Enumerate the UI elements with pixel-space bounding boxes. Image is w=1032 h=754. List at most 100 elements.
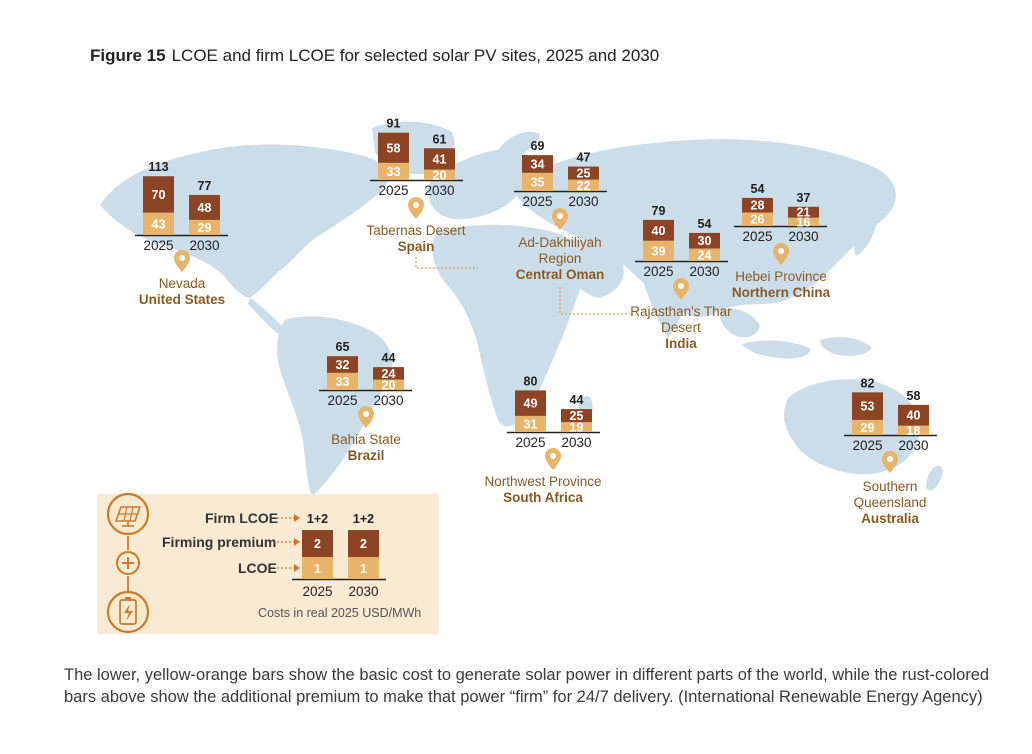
premium-value: 32 <box>336 358 350 372</box>
premium-bar <box>643 219 674 241</box>
firm-lcoe-value: 113 <box>148 160 168 174</box>
site-country: Australia <box>861 511 919 526</box>
lcoe-value: 26 <box>751 213 765 227</box>
legend-lcoe-text: 1 <box>360 562 367 576</box>
premium-bar <box>515 390 546 416</box>
legend-units-note: Costs in real 2025 USD/MWh <box>258 606 422 620</box>
lcoe-bar <box>424 169 455 180</box>
premium-value: 25 <box>570 409 584 423</box>
site-label-china: Hebei Province Northern China <box>711 269 851 301</box>
lcoe-bar <box>515 415 546 432</box>
year-label: 2025 <box>643 264 673 279</box>
lcoe-value: 29 <box>198 221 212 235</box>
lcoe-value: 16 <box>797 215 811 229</box>
site-place: Southern Queensland <box>853 479 927 510</box>
premium-value: 41 <box>433 152 447 166</box>
premium-bar <box>143 176 174 213</box>
legend-year-label: 2030 <box>348 584 378 599</box>
lcoe-value: 20 <box>382 378 396 392</box>
year-label: 2025 <box>378 183 408 198</box>
site-label-india: Rajasthan's Thar Desert India <box>611 304 751 352</box>
location-pin-icon <box>174 250 190 272</box>
lcoe-bar <box>373 379 404 390</box>
location-pin-icon <box>552 208 568 230</box>
lcoe-bar <box>852 419 883 435</box>
lcoe-bar <box>643 240 674 261</box>
lcoe-bar <box>561 422 592 432</box>
legend-lcoe-bar <box>302 557 333 579</box>
firm-lcoe-value: 91 <box>387 117 401 131</box>
lcoe-bar <box>689 248 720 261</box>
firm-lcoe-value: 47 <box>577 151 591 165</box>
pin-dot <box>363 411 369 417</box>
site-place: Ad-Dakhiliyah Region <box>518 235 602 266</box>
site-group-spain: 33 58 91 2025 20 41 61 2030 <box>370 117 463 219</box>
premium-value: 49 <box>524 397 538 411</box>
premium-value: 30 <box>698 234 712 248</box>
lcoe-bar <box>378 162 409 180</box>
lcoe-bar <box>568 179 599 191</box>
location-pin-icon <box>408 197 424 219</box>
figure-title: Figure 15 LCOE and firm LCOE for selected… <box>90 46 659 66</box>
year-label: 2030 <box>561 435 591 450</box>
premium-bar <box>788 206 819 218</box>
premium-value: 58 <box>387 141 401 155</box>
lcoe-value: 18 <box>907 424 921 438</box>
firm-lcoe-value: 44 <box>570 393 584 407</box>
lcoe-value: 20 <box>433 168 447 182</box>
premium-bar <box>898 404 929 426</box>
premium-bar <box>568 166 599 180</box>
site-label-nevada: Nevada United States <box>112 276 252 308</box>
year-label: 2030 <box>689 264 719 279</box>
premium-bar <box>378 132 409 163</box>
site-country: South Africa <box>503 490 583 505</box>
year-label: 2030 <box>898 438 928 453</box>
legend-firm-label: Firm LCOE <box>205 510 279 526</box>
site-country: Brazil <box>347 448 385 463</box>
premium-bar <box>522 155 553 173</box>
firm-lcoe-value: 37 <box>797 191 811 205</box>
lcoe-value: 22 <box>577 179 591 193</box>
firm-lcoe-value: 58 <box>907 389 921 403</box>
premium-bar <box>689 232 720 249</box>
pin-dot <box>887 456 893 462</box>
premium-value: 53 <box>861 400 875 414</box>
world-map <box>100 121 943 496</box>
premium-bar <box>373 367 404 380</box>
legend-lcoe-text: 1 <box>314 562 321 576</box>
site-place: Nevada <box>158 276 206 291</box>
year-label: 2025 <box>852 438 882 453</box>
firm-lcoe-value: 80 <box>524 374 538 388</box>
legend-firm-text: 1+2 <box>307 512 328 526</box>
legend-graphics: 1 2 1+2 2025 1 2 1+2 2030 <box>106 492 386 634</box>
lcoe-value: 29 <box>861 421 875 435</box>
site-country: Northern China <box>731 285 831 300</box>
lcoe-value: 39 <box>652 244 666 258</box>
premium-value: 24 <box>382 367 396 381</box>
legend-premium-bar <box>302 530 333 557</box>
lcoe-bar <box>327 372 358 390</box>
year-label: 2025 <box>327 393 357 408</box>
figure-label: Figure 15 <box>90 46 166 65</box>
lcoe-bar <box>742 212 773 226</box>
legend-premium-text: 2 <box>314 537 321 551</box>
pin-dot <box>557 213 563 219</box>
pin-dot <box>678 283 684 289</box>
plus-icon <box>116 551 140 575</box>
lcoe-value: 31 <box>524 417 538 431</box>
premium-value: 40 <box>907 409 921 423</box>
premium-value: 70 <box>152 188 166 202</box>
year-label: 2025 <box>522 194 552 209</box>
premium-bar <box>561 409 592 423</box>
site-place: Rajasthan's Thar Desert <box>630 304 732 335</box>
lcoe-bar <box>898 425 929 435</box>
lcoe-bar <box>143 212 174 235</box>
site-label-south-africa: Northwest Province South Africa <box>473 474 613 506</box>
lcoe-value: 33 <box>336 375 350 389</box>
pin-dot <box>778 248 784 254</box>
site-place: Hebei Province <box>735 269 827 284</box>
site-label-australia: Southern Queensland Australia <box>820 479 960 527</box>
